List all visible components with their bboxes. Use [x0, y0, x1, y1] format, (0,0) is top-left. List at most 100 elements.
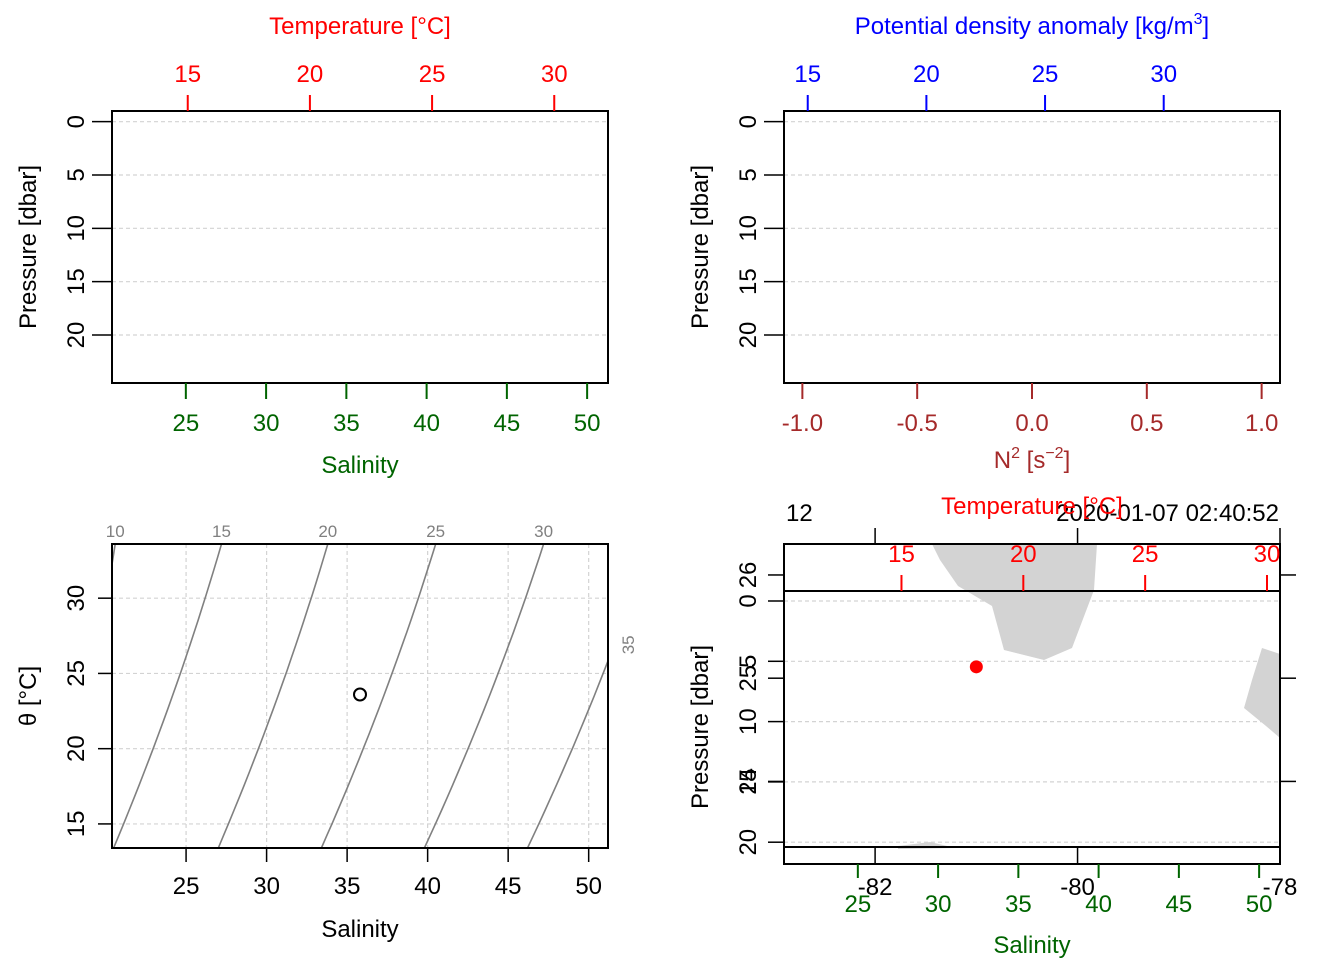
- p3-y-label-3: 30: [63, 585, 90, 612]
- p3-isopycnal-lines: [112, 544, 608, 848]
- panel-density-n2-profile: 0 5 10 15 20 15 20 25 30 -1.0 -0.5 0.0 0.5 1.0 Pote…: [687, 11, 1281, 474]
- p4-sal-label-3: 40: [1085, 891, 1112, 918]
- p3-y-label-1: 20: [63, 735, 90, 762]
- p1-pressure-axis-title: Pressure [dbar]: [15, 165, 42, 329]
- p1-bottom-label-5: 50: [574, 410, 601, 437]
- p3-isopycnal-15: [112, 544, 223, 848]
- p3-isopycnal-30: [423, 544, 545, 848]
- p2-bottom-label-0: -1.0: [782, 410, 823, 437]
- p1-pressure-label-3: 15: [63, 268, 90, 295]
- p2-pressure-label-0: 0: [735, 115, 762, 128]
- p1-pressure-label-1: 5: [63, 168, 90, 181]
- land-bahamas: [1244, 648, 1280, 738]
- p2-density-axis-title: Potential density anomaly [kg/m3]: [855, 11, 1209, 40]
- p4-map-frame: [783, 543, 1281, 865]
- p4-lon-label-1: -80: [1060, 874, 1095, 901]
- p3-x-label-0: 25: [173, 873, 200, 900]
- p4-lat-label-1: 25: [735, 665, 762, 692]
- p4-temperature-axis: 15 20 25 30: [888, 541, 1280, 591]
- p4-pressure-label-2: 10: [735, 708, 762, 735]
- p2-n2-axis: -1.0 -0.5 0.0 0.5 1.0: [782, 383, 1278, 437]
- p3-isopycnal-label-15: 15: [212, 522, 231, 541]
- panel-ts-diagram: 10 15 20 25 30 35 25 30 35 40 45 50 15 20 25 30 Salin…: [15, 522, 638, 943]
- p4-lat-label-2: 26: [735, 562, 762, 589]
- p4-station-marker: [969, 660, 983, 674]
- p3-isopycnal-20: [217, 544, 329, 848]
- p2-plot-frame: [783, 110, 1281, 384]
- p1-pressure-label-0: 0: [63, 115, 90, 128]
- p4-salinity-axis: 25 30 35 40 45 50: [844, 864, 1272, 918]
- p2-n2-axis-title: N2 [s−2]: [994, 445, 1071, 474]
- p3-isopycnal-35: [526, 658, 608, 848]
- p4-pressure-label-3: 15: [735, 769, 762, 796]
- p4-station-number: 12: [786, 500, 813, 527]
- p4-pressure-label-0: 0: [735, 594, 762, 607]
- p1-bottom-label-4: 45: [494, 410, 521, 437]
- p4-sal-label-2: 35: [1005, 891, 1032, 918]
- panel-station-map: -82 -80 -78 24 25 26 15 20 25 30 0 5 10 15 20 25 30 3…: [687, 493, 1297, 959]
- p3-isopycnal-label-25: 25: [426, 522, 445, 541]
- p4-salinity-axis-title: Salinity: [993, 932, 1070, 959]
- p2-top-label-1: 20: [913, 61, 940, 88]
- p3-x-label-4: 45: [495, 873, 522, 900]
- p4-sal-label-1: 30: [925, 891, 952, 918]
- p1-top-label-1: 20: [297, 61, 324, 88]
- p4-temperature-axis-title: Temperature [°C]: [941, 493, 1123, 520]
- p3-isopycnal-labels: 10 15 20 25 30 35: [106, 522, 638, 654]
- p3-theta-axis: 15 20 25 30: [63, 585, 112, 837]
- p3-isopycnal-label-35: 35: [619, 635, 638, 654]
- p3-isopycnal-label-30: 30: [534, 522, 553, 541]
- p4-pressure-axis: 0 5 10 15 20: [735, 594, 784, 856]
- p3-y-label-2: 25: [63, 660, 90, 687]
- p2-top-label-0: 15: [794, 61, 821, 88]
- p1-salinity-axis-title: Salinity: [321, 452, 398, 479]
- p4-sal-label-4: 45: [1166, 891, 1193, 918]
- p1-pressure-axis: 0 5 10 15 20: [63, 115, 112, 348]
- p4-sal-label-0: 25: [844, 891, 871, 918]
- p2-bottom-label-2: 0.0: [1015, 410, 1048, 437]
- p4-pressure-label-4: 20: [735, 829, 762, 856]
- p3-isopycnal-25: [320, 544, 437, 848]
- panel-temperature-salinity-profile: 0 5 10 15 20 15 20 25 30 25 30 35 40 45 50 Temperatu…: [15, 13, 609, 479]
- p1-bottom-label-3: 40: [413, 410, 440, 437]
- p3-x-label-3: 40: [414, 873, 441, 900]
- p2-top-label-2: 25: [1032, 61, 1059, 88]
- p2-bottom-label-4: 1.0: [1245, 410, 1278, 437]
- p4-pressure-axis-title: Pressure [dbar]: [687, 645, 714, 809]
- p4-longitude-axis: -82 -80 -78: [858, 528, 1298, 901]
- p4-land-polygons: [898, 544, 1280, 849]
- p3-y-label-0: 15: [63, 811, 90, 838]
- p2-pressure-label-3: 15: [735, 268, 762, 295]
- p1-pressure-label-4: 20: [63, 322, 90, 349]
- p2-pressure-axis: 0 5 10 15 20: [735, 115, 784, 348]
- land-florida: [932, 544, 1097, 660]
- p4-lon-label-0: -82: [858, 874, 893, 901]
- p3-x-label-1: 30: [253, 873, 280, 900]
- p3-point-0: [353, 687, 367, 702]
- p2-density-axis: 15 20 25 30: [794, 61, 1177, 111]
- p4-lat-label-0: 24: [735, 768, 762, 795]
- p3-gridlines: [112, 544, 608, 848]
- p4-gridlines: [784, 600, 1280, 843]
- p1-top-label-0: 15: [174, 61, 201, 88]
- p3-data-points: [353, 687, 367, 702]
- p2-pressure-label-2: 10: [735, 215, 762, 242]
- p2-gridlines: [784, 121, 1280, 336]
- p3-salinity-axis: 25 30 35 40 45 50: [173, 848, 602, 900]
- p2-bottom-label-3: 0.5: [1130, 410, 1163, 437]
- p4-temp-label-0: 15: [888, 541, 915, 568]
- p3-salinity-axis-title: Salinity: [321, 916, 398, 943]
- p4-latitude-axis: 24 25 26: [735, 562, 1296, 795]
- p1-pressure-label-2: 10: [63, 215, 90, 242]
- p3-plot-frame: [111, 543, 609, 849]
- p2-pressure-label-1: 5: [735, 168, 762, 181]
- p3-isopycnal-label-20: 20: [318, 522, 337, 541]
- p1-bottom-label-0: 25: [172, 410, 199, 437]
- p4-lon-label-2: -78: [1263, 874, 1298, 901]
- p1-top-label-2: 25: [419, 61, 446, 88]
- p2-pressure-label-4: 20: [735, 322, 762, 349]
- p1-gridlines: [112, 121, 608, 336]
- p4-station-point: [969, 660, 983, 674]
- p3-theta-axis-title: θ [°C]: [15, 666, 42, 726]
